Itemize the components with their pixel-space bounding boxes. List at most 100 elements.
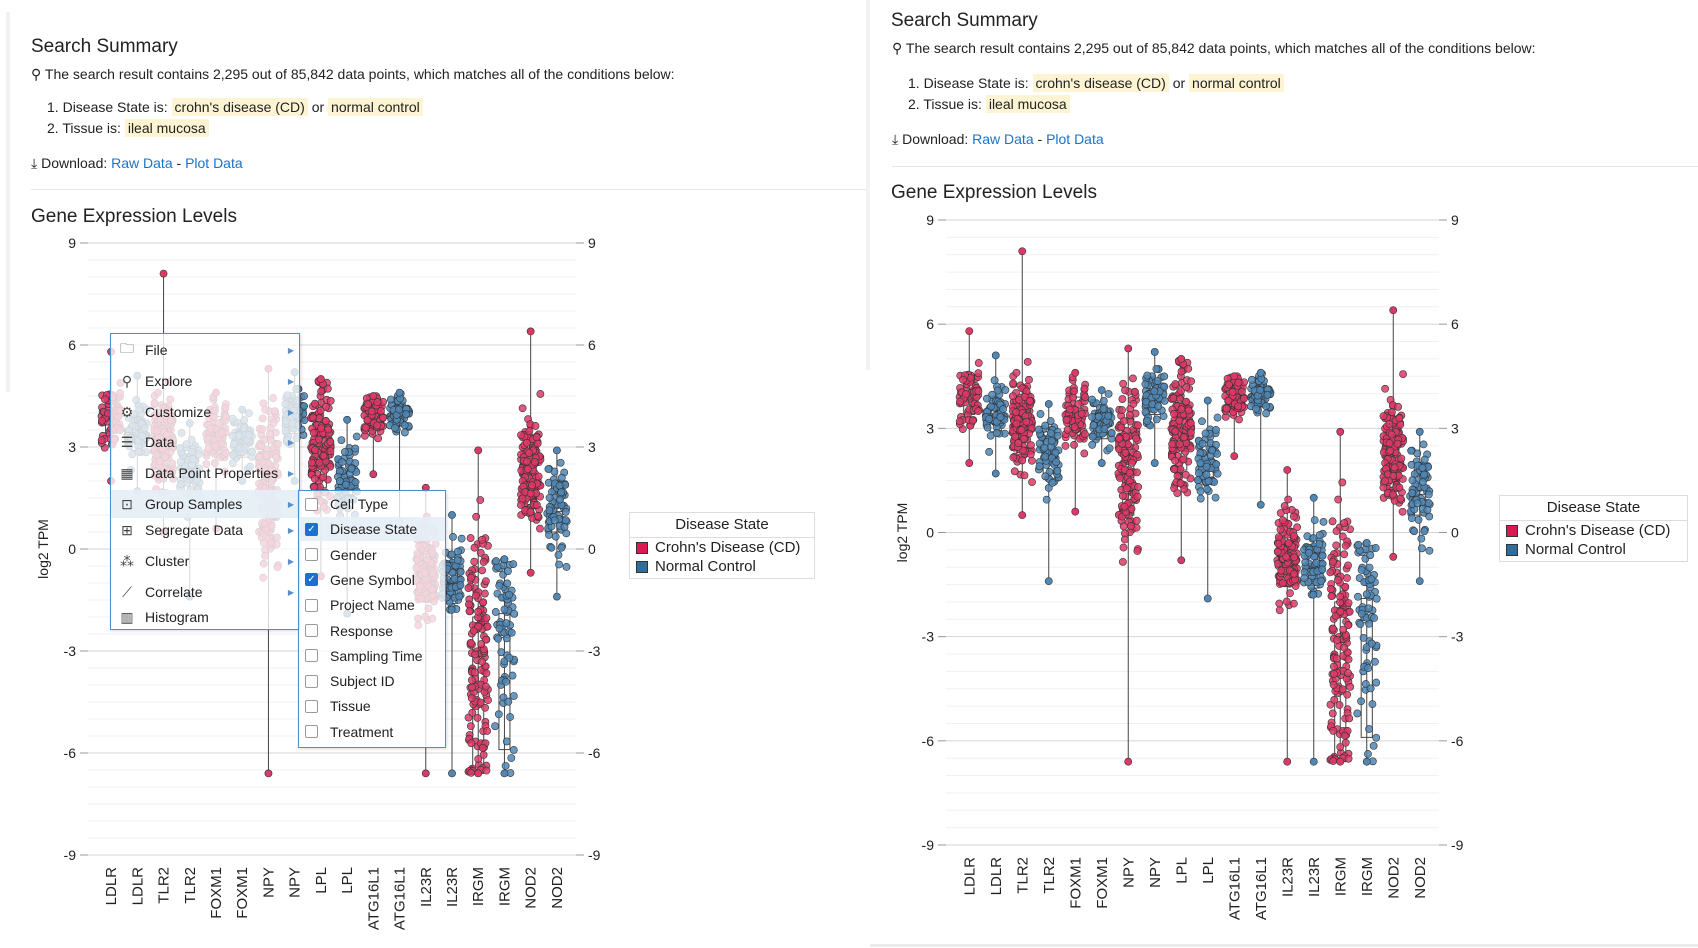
box-il23r-normal[interactable]: [1300, 493, 1328, 766]
data-point: [509, 560, 518, 569]
data-point: [377, 407, 385, 416]
box-ldlr-normal[interactable]: [981, 351, 1010, 478]
submenu-item-tissue[interactable]: Tissue: [299, 694, 445, 718]
menu-item-cluster[interactable]: ⁂ Cluster ▶: [111, 547, 299, 575]
menu-item-correlate[interactable]: ⟋ Correlate ▶: [111, 578, 299, 606]
data-point: [1399, 370, 1407, 379]
box-irgm-normal[interactable]: [491, 555, 519, 778]
data-point: [1119, 379, 1128, 388]
raw-data-link[interactable]: Raw Data: [111, 155, 173, 171]
submenu-item-cell-type[interactable]: Cell Type: [299, 492, 445, 516]
box-ldlr-cd[interactable]: [955, 327, 983, 467]
data-point: [1152, 365, 1161, 373]
box-lpl-normal[interactable]: [1194, 396, 1222, 603]
submenu-item-disease-state[interactable]: ✓ Disease State: [299, 517, 445, 542]
menu-item-file[interactable]: 🗀 File ▶: [111, 336, 299, 364]
plot-data-link[interactable]: Plot Data: [1046, 131, 1104, 147]
menu-item-explore[interactable]: ⚲ Explore ▶: [111, 367, 299, 395]
box-irgm-cd[interactable]: [464, 446, 492, 778]
box-nod2-cd[interactable]: [1379, 306, 1408, 561]
menu-item-histogram[interactable]: ▥ Histogram: [111, 603, 299, 631]
menu-item-group-samples[interactable]: ⊡ Group Samples ▶: [111, 490, 299, 518]
box-atg16l1-cd[interactable]: [360, 392, 388, 479]
box-nod2-normal[interactable]: [1406, 427, 1434, 586]
box-foxm1-cd[interactable]: [1061, 368, 1090, 516]
submenu-item-sampling-time[interactable]: Sampling Time: [299, 644, 445, 668]
data-point: [391, 423, 399, 432]
data-point: [1372, 594, 1381, 603]
box-il23r-cd[interactable]: [1273, 466, 1302, 766]
data-point: [1061, 441, 1070, 450]
submenu-item-gender[interactable]: Gender: [299, 543, 445, 567]
box-tlr2-cd[interactable]: [1008, 247, 1036, 520]
submenu-arrow-icon: ▶: [287, 587, 294, 597]
data-point: [1186, 419, 1195, 428]
box-lpl-cd[interactable]: [1167, 354, 1196, 565]
data-point: [466, 639, 475, 647]
box-irgm-cd[interactable]: [1326, 427, 1355, 766]
menu-item-segregate-data[interactable]: ⊞ Segregate Data ▶: [111, 516, 299, 544]
data-point: [478, 744, 487, 752]
checkbox[interactable]: [305, 598, 318, 612]
gene-expression-chart[interactable]: 9 9 6 6 3 3 0 0 -3 -3 -6 -6 -9 -9 log2 TPM LDLR LDLR TLR2…: [870, 0, 1698, 948]
data-point: [1385, 420, 1394, 429]
data-point: [447, 550, 456, 559]
menu-item-data[interactable]: ☰ Data ▶: [111, 428, 299, 456]
data-point: [533, 511, 542, 520]
data-point: [1275, 606, 1284, 615]
box-npy-normal[interactable]: [1141, 348, 1169, 467]
data-point: [962, 390, 970, 398]
box-atg16l1-cd[interactable]: [1221, 372, 1249, 461]
legend-entry-normal[interactable]: Normal Control: [1500, 540, 1687, 561]
checkbox[interactable]: [305, 674, 318, 688]
legend-entry-normal[interactable]: Normal Control: [630, 557, 814, 578]
plot-data-link[interactable]: Plot Data: [185, 155, 243, 171]
box-nod2-cd[interactable]: [517, 327, 545, 577]
submenu-item-project-name[interactable]: Project Name: [299, 593, 445, 617]
data-point: [1283, 466, 1292, 474]
data-point: [400, 421, 409, 430]
download-line: ⤓ Download: Raw Data - Plot Data: [892, 131, 1104, 148]
box-atg16l1-normal[interactable]: [1247, 368, 1275, 509]
submenu-item-subject-id[interactable]: Subject ID: [299, 669, 445, 693]
submenu-item-treatment[interactable]: Treatment: [299, 720, 445, 744]
legend-entry-cd[interactable]: Crohn's Disease (CD): [630, 538, 814, 557]
box-foxm1-normal[interactable]: [1088, 386, 1116, 467]
submenu-item-response[interactable]: Response: [299, 619, 445, 643]
data-point: [1365, 725, 1373, 733]
checkbox[interactable]: [305, 699, 318, 713]
checkbox[interactable]: ✓: [305, 573, 318, 587]
checkbox[interactable]: [305, 548, 318, 562]
search-icon: ⚲: [31, 66, 42, 82]
checkbox[interactable]: [305, 649, 318, 663]
submenu-item-gene-symbol[interactable]: ✓ Gene Symbol: [299, 568, 445, 592]
data-point: [518, 404, 527, 413]
data-point: [991, 469, 1000, 478]
y-tick-label: -9: [64, 847, 77, 863]
menu-item-data-point-properties[interactable]: ▦ Data Point Properties ▶: [111, 459, 299, 487]
data-point: [1034, 425, 1043, 434]
box-lpl-normal[interactable]: [333, 415, 361, 618]
data-point: [481, 682, 490, 691]
legend-entry-cd[interactable]: Crohn's Disease (CD): [1500, 521, 1687, 540]
box-atg16l1-normal[interactable]: [385, 388, 414, 526]
raw-data-link[interactable]: Raw Data: [972, 131, 1034, 147]
box-npy-cd[interactable]: [1114, 344, 1142, 766]
data-point: [503, 579, 512, 588]
checkbox[interactable]: [305, 624, 318, 637]
result-text: The search result contains 2,295 out of …: [905, 40, 1536, 56]
box-tlr2-normal[interactable]: [1034, 400, 1063, 586]
data-point: [534, 472, 543, 481]
box-irgm-normal[interactable]: [1353, 539, 1381, 766]
checkbox[interactable]: ✓: [305, 522, 318, 536]
data-point: [317, 424, 326, 433]
data-point: [1194, 469, 1203, 478]
data-point: [421, 769, 430, 778]
checkbox[interactable]: [305, 497, 318, 511]
data-point: [1228, 388, 1237, 396]
box-nod2-normal[interactable]: [543, 446, 571, 601]
data-point: [1196, 494, 1205, 503]
menu-item-customize[interactable]: ⚙ Customize ▶: [111, 398, 299, 426]
checkbox[interactable]: [305, 725, 318, 739]
data-point: [1053, 431, 1062, 440]
